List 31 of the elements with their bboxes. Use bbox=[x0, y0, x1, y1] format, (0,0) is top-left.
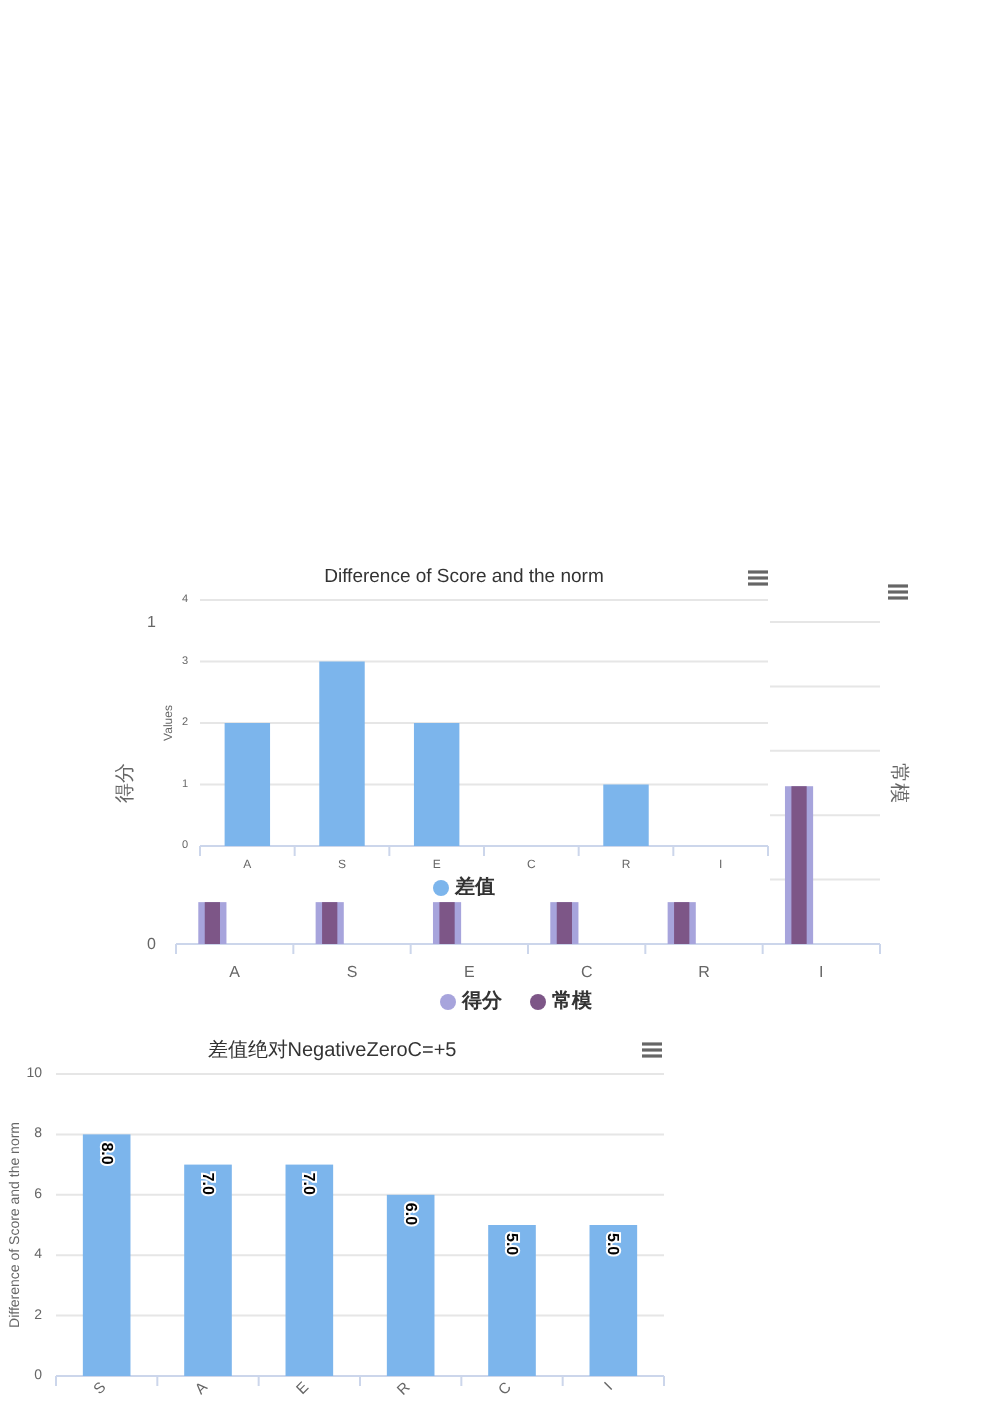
y-axis-title: 得分 bbox=[113, 763, 137, 803]
data-label: 7.0 bbox=[300, 1172, 319, 1196]
bar bbox=[285, 1164, 334, 1376]
x-tick-label: I bbox=[819, 963, 824, 981]
legend-label: 得分 bbox=[460, 989, 504, 1013]
data-label: 8.0 bbox=[97, 1142, 116, 1166]
bar bbox=[224, 723, 271, 846]
legend-label: 常模 bbox=[552, 989, 594, 1013]
data-label: 5.0 bbox=[503, 1233, 521, 1257]
bar bbox=[386, 1194, 435, 1376]
bar bbox=[488, 1225, 536, 1376]
bar bbox=[184, 1164, 232, 1376]
x-tick-label: A bbox=[229, 963, 242, 981]
bar bbox=[413, 723, 460, 846]
x-tick-label: R bbox=[698, 963, 711, 981]
data-label: 5.0 bbox=[604, 1233, 623, 1257]
legend-label: 差值 bbox=[453, 875, 495, 899]
y-tick-label: 1 bbox=[147, 613, 158, 631]
bar bbox=[319, 661, 365, 846]
y-tick-label: 0 bbox=[147, 935, 158, 953]
x-tick-label: S bbox=[346, 963, 358, 981]
bar bbox=[589, 1225, 638, 1376]
bar bbox=[603, 784, 649, 846]
bar bbox=[82, 1134, 131, 1376]
data-label: 6.0 bbox=[401, 1202, 420, 1227]
x-tick-label: C bbox=[580, 963, 593, 981]
chart-title: Difference of Score and the norm bbox=[324, 566, 604, 588]
x-tick-label: E bbox=[463, 963, 475, 981]
chart-title: 差值绝对NegativeZeroC=+5 bbox=[207, 1038, 458, 1062]
y2-axis-title: 常模 bbox=[887, 763, 911, 803]
data-label: 7.0 bbox=[199, 1172, 217, 1196]
